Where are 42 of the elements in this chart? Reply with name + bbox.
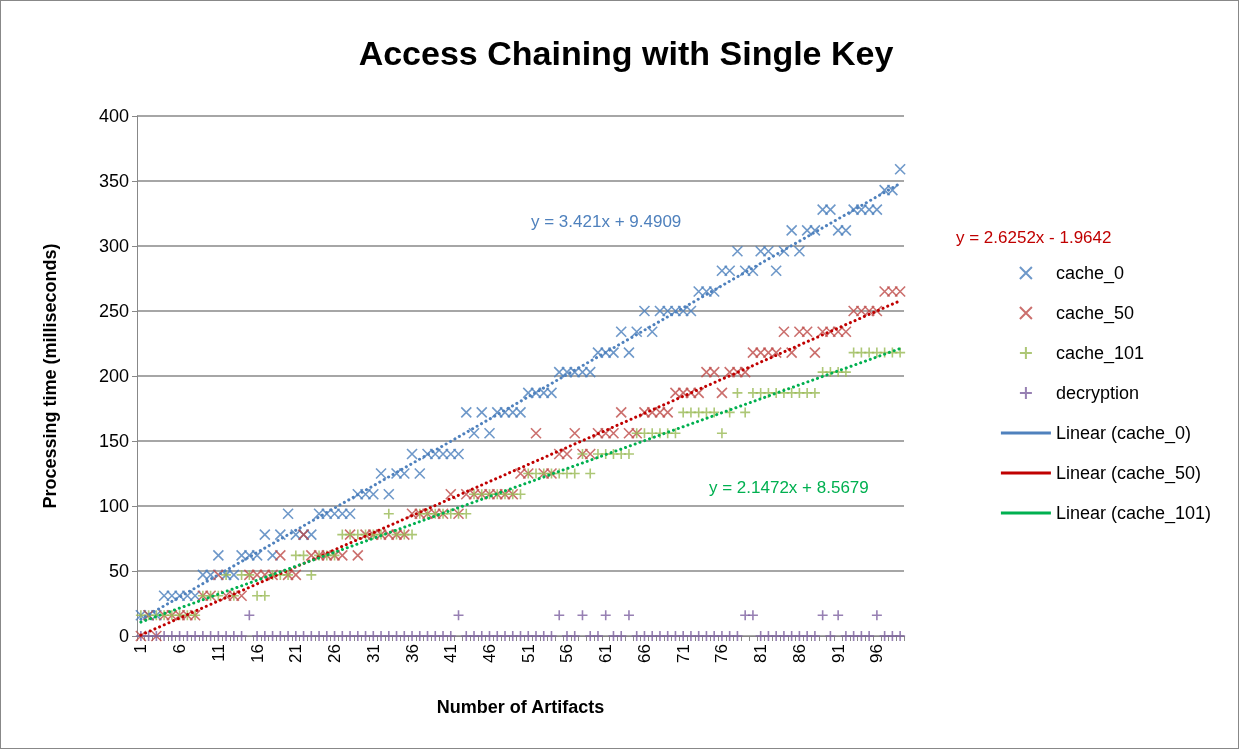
legend-label: Linear (cache_0) bbox=[1055, 423, 1191, 444]
x-tick-label: 41 bbox=[441, 644, 461, 663]
legend-label: Linear (cache_101) bbox=[1055, 503, 1212, 524]
x-tick-label: 46 bbox=[480, 644, 500, 663]
x-tick-label: 71 bbox=[673, 644, 693, 663]
legend-label: cache_0 bbox=[1055, 263, 1124, 284]
x-tick-label: 96 bbox=[867, 644, 887, 663]
x-tick-label: 1 bbox=[131, 644, 151, 654]
y-tick-label: 250 bbox=[98, 301, 129, 321]
x-tick-label: 86 bbox=[789, 644, 809, 663]
x-tick-label: 91 bbox=[828, 644, 848, 663]
x-tick-label: 21 bbox=[286, 644, 306, 663]
y-tick-label: 150 bbox=[98, 431, 129, 451]
y-tick-label: 0 bbox=[118, 626, 129, 646]
x-tick-label: 81 bbox=[751, 644, 771, 663]
legend-label: cache_101 bbox=[1055, 343, 1144, 364]
y-tick-label: 400 bbox=[98, 106, 129, 126]
x-tick-label: 16 bbox=[247, 644, 267, 663]
chart-title: Access Chaining with Single Key bbox=[358, 34, 894, 72]
x-tick-label: 26 bbox=[325, 644, 345, 663]
y-tick-label: 100 bbox=[98, 496, 129, 516]
legend-label: Linear (cache_50) bbox=[1055, 463, 1201, 484]
x-tick-label: 6 bbox=[170, 644, 190, 654]
x-tick-label: 31 bbox=[363, 644, 383, 663]
x-tick-label: 56 bbox=[557, 644, 577, 663]
text: y = 2.6252x - 1.9642 bbox=[956, 228, 1112, 247]
x-tick-label: 61 bbox=[596, 644, 616, 663]
x-tick-label: 66 bbox=[634, 644, 654, 663]
y-tick-label: 300 bbox=[98, 236, 129, 256]
annotation: y = 3.421x + 9.4909 bbox=[531, 212, 682, 231]
annotation: y = 2.1472x + 8.5679 bbox=[709, 478, 869, 497]
legend-label: decryption bbox=[1055, 383, 1139, 403]
y-axis-title: Processing time (milliseconds) bbox=[40, 243, 60, 509]
x-tick-label: 36 bbox=[402, 644, 422, 663]
x-tick-label: 76 bbox=[712, 644, 732, 663]
y-tick-label: 200 bbox=[98, 366, 129, 386]
x-tick-label: 11 bbox=[208, 644, 228, 662]
y-tick-label: 50 bbox=[108, 561, 129, 581]
legend-label: cache_50 bbox=[1055, 303, 1134, 324]
y-tick-label: 350 bbox=[98, 171, 129, 191]
x-tick-label: 51 bbox=[518, 644, 538, 663]
x-axis-title: Number of Artifacts bbox=[436, 697, 605, 717]
